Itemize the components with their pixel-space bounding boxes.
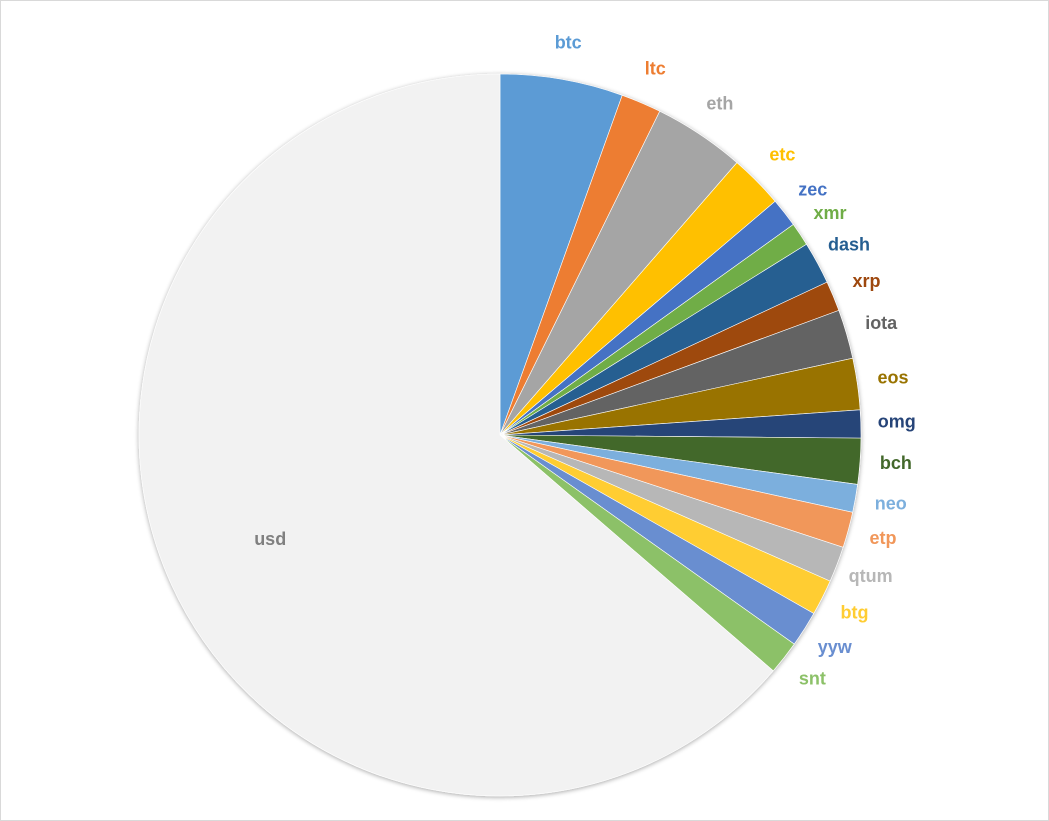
slice-label-etc: etc [769,145,795,165]
pie-slice-usd [138,73,774,797]
slice-label-etp: etp [870,528,897,548]
slice-label-qtum: qtum [849,566,893,586]
slice-label-neo: neo [875,494,907,514]
slice-label-btc: btc [555,33,582,53]
slice-label-usd: usd [254,529,286,549]
slice-label-bch: bch [880,453,912,473]
slice-label-ltc: ltc [645,58,666,78]
slice-label-eth: eth [706,93,733,113]
slice-label-xrp: xrp [852,271,880,291]
pie-slices [138,73,862,797]
slice-label-yyw: yyw [818,637,853,657]
slice-label-dash: dash [828,234,870,254]
slice-label-snt: snt [799,669,826,689]
slice-label-btg: btg [841,603,869,623]
slice-label-zec: zec [798,179,827,199]
slice-label-omg: omg [878,412,916,432]
slice-label-eos: eos [877,368,908,388]
slice-label-xmr: xmr [813,203,846,223]
slice-label-iota: iota [865,313,898,333]
